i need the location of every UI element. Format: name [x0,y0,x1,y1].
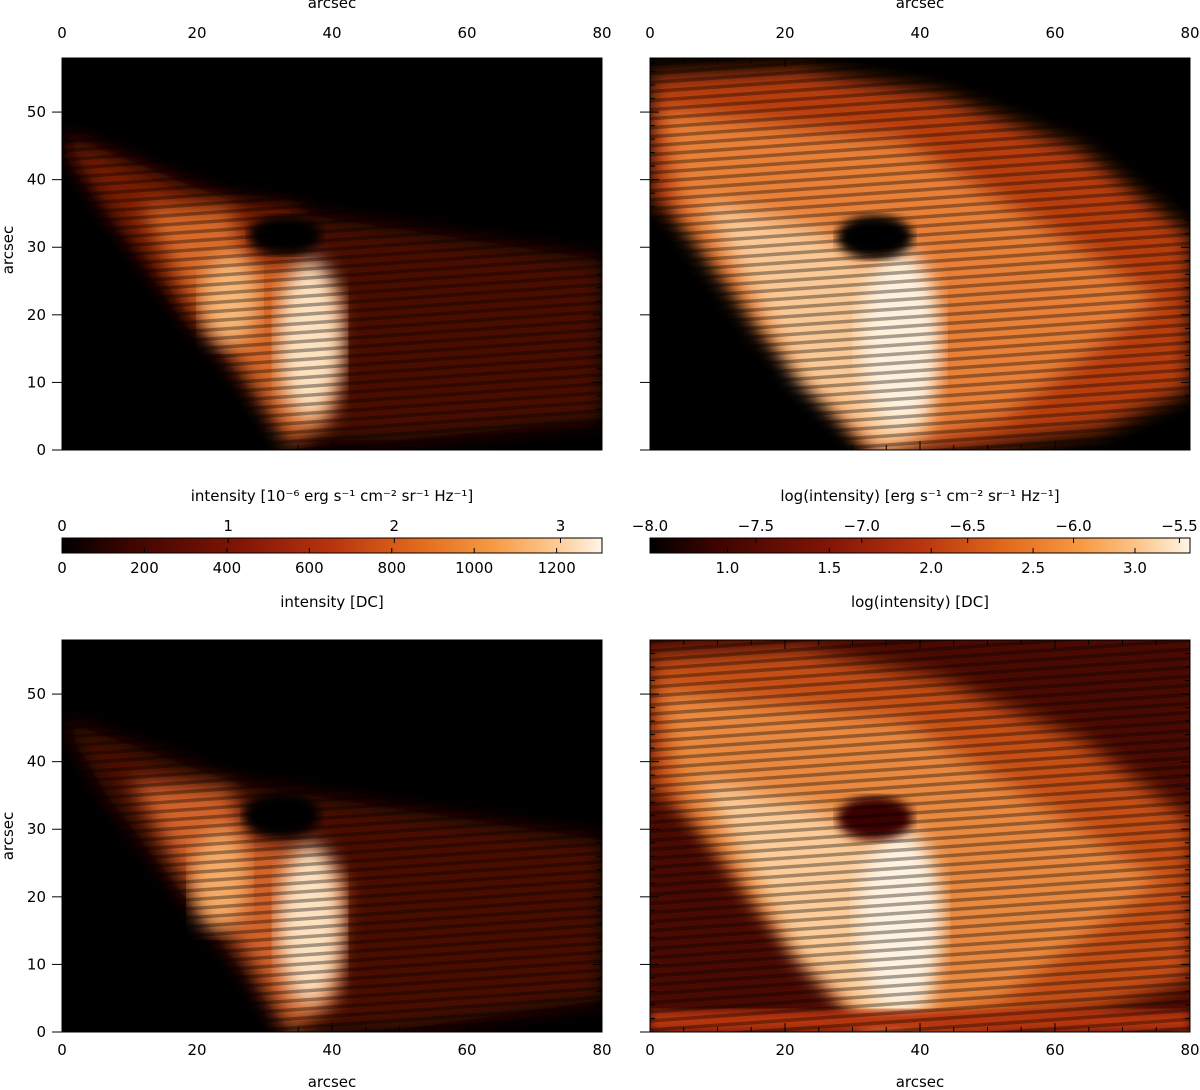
bottom-left-ytick-label: 40 [27,753,46,771]
bottom-left-xtick-label: 40 [322,1041,341,1059]
top-right-xtick-label: 60 [1045,24,1064,42]
bottom-left-xtick-label: 20 [187,1041,206,1059]
colorbar-0-bottom-tick-label: 200 [130,559,159,577]
top-left-xtick-label: 0 [57,24,67,42]
top-right-xtick-label: 20 [775,24,794,42]
colorbar-0-bottom-tick-label: 800 [377,559,406,577]
panel-tr-image [650,58,1190,450]
colorbar-1-bottom-tick-label: 1.5 [817,559,841,577]
colorbar-0-bottom-tick-label: 0 [57,559,67,577]
bottom-right-xtick-label: 80 [1180,1041,1199,1059]
bottom-left-xtick-label: 60 [457,1041,476,1059]
colorbar-left [61,537,603,554]
top-left-ytick-label: 20 [27,306,46,324]
top-left-ytick-label: 0 [36,441,46,459]
top-left-xtick-label: 40 [322,24,341,42]
top-left-xtick-label: 80 [592,24,611,42]
colorbar-0-top-tick-label: 1 [223,517,233,535]
tr-x-axis-title: arcsec [896,0,945,12]
colorbar-0-top-tick-label: 3 [556,517,566,535]
bottom-left-ytick-label: 20 [27,888,46,906]
colorbar-left-title-bottom: intensity [DC] [280,593,384,611]
panel-bl-image [62,640,602,1032]
colorbar-1-top-tick-label: −7.5 [738,517,774,535]
colorbar-1-bottom-tick-label: 2.5 [1021,559,1045,577]
colorbar-right [649,537,1191,554]
bottom-left-ytick-label: 0 [36,1023,46,1041]
bottom-left-ytick-label: 30 [27,820,46,838]
top-right-xtick-label: 40 [910,24,929,42]
br-x-axis-title: arcsec [896,1073,945,1090]
colorbar-1-top-tick-label: −6.0 [1055,517,1091,535]
colorbar-1-bottom-tick-label: 2.0 [919,559,943,577]
panel-tl-image [62,58,602,450]
colorbar-0-bottom-tick-label: 400 [213,559,242,577]
colorbar-0-top-tick-label: 2 [390,517,400,535]
top-left-xtick-label: 60 [457,24,476,42]
colorbar-1-bottom-tick-label: 1.0 [716,559,740,577]
top-left-ytick-label: 30 [27,238,46,256]
top-left-ytick-label: 50 [27,103,46,121]
tl-y-axis-title: arcsec [0,226,17,275]
bl-x-axis-title: arcsec [308,1073,357,1090]
colorbar-1-top-tick-label: −8.0 [632,517,668,535]
bottom-right-xtick-label: 60 [1045,1041,1064,1059]
colorbar-1-bottom-tick-label: 3.0 [1123,559,1147,577]
bottom-right-xtick-label: 20 [775,1041,794,1059]
top-left-ytick-label: 40 [27,171,46,189]
bl-y-axis-title: arcsec [0,812,17,861]
bottom-right-xtick-label: 40 [910,1041,929,1059]
bottom-right-xtick-label: 0 [645,1041,655,1059]
colorbar-left-title-top: intensity [10⁻⁶ erg s⁻¹ cm⁻² sr⁻¹ Hz⁻¹] [191,487,474,505]
colorbar-0-bottom-tick-label: 1200 [538,559,576,577]
colorbar-1-top-tick-label: −6.5 [949,517,985,535]
top-right-xtick-label: 80 [1180,24,1199,42]
colorbar-right-title-top: log(intensity) [erg s⁻¹ cm⁻² sr⁻¹ Hz⁻¹] [780,487,1059,505]
bottom-left-xtick-label: 80 [592,1041,611,1059]
top-left-ytick-label: 10 [27,373,46,391]
colorbar-0-top-tick-label: 0 [57,517,67,535]
top-right-xtick-label: 0 [645,24,655,42]
colorbar-0-bottom-tick-label: 1000 [455,559,493,577]
panel-br-image [650,640,1190,1032]
colorbar-right-title-bottom: log(intensity) [DC] [851,593,989,611]
colorbar-1-top-tick-label: −5.5 [1161,517,1197,535]
colorbar-1-top-tick-label: −7.0 [844,517,880,535]
bottom-left-ytick-label: 50 [27,685,46,703]
colorbar-0-bottom-tick-label: 600 [295,559,324,577]
top-left-xtick-label: 20 [187,24,206,42]
bottom-left-xtick-label: 0 [57,1041,67,1059]
tl-x-axis-title: arcsec [308,0,357,12]
bottom-left-ytick-label: 10 [27,955,46,973]
